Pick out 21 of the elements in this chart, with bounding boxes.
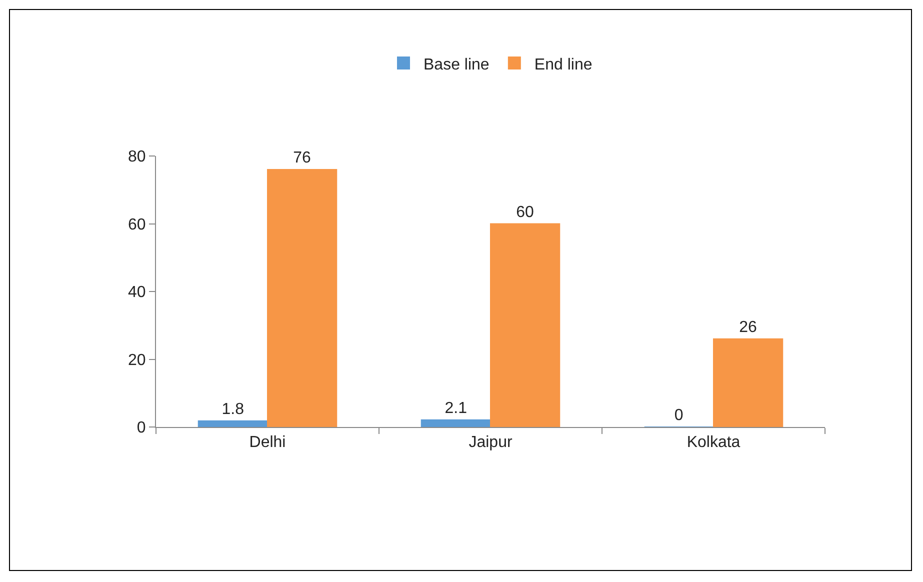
y-tick-label: 40 <box>128 284 146 302</box>
x-tick-label: Delhi <box>249 434 286 452</box>
legend-label: End line <box>534 56 592 74</box>
y-tick-label: 80 <box>128 148 146 166</box>
x-tick-label: Kolkata <box>686 434 740 452</box>
y-tick-label: 20 <box>128 352 146 369</box>
data-label: 0 <box>674 407 684 424</box>
y-tick-label: 60 <box>128 216 146 234</box>
data-label: 76 <box>293 150 312 167</box>
bar <box>713 338 784 427</box>
y-tick-label: 0 <box>136 420 146 437</box>
data-label: 1.8 <box>222 400 244 418</box>
data-label: 26 <box>739 318 758 336</box>
bar <box>267 169 338 427</box>
bar <box>198 420 268 427</box>
data-label: 2.1 <box>444 400 468 417</box>
bar <box>420 419 491 427</box>
legend-label: Base line <box>424 56 490 74</box>
data-label: 60 <box>516 204 534 221</box>
bar <box>490 223 560 427</box>
x-tick-label: Jaipur <box>468 434 513 452</box>
